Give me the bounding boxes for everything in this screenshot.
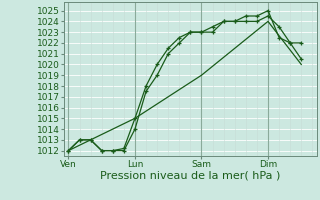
X-axis label: Pression niveau de la mer( hPa ): Pression niveau de la mer( hPa ) [100,171,281,181]
